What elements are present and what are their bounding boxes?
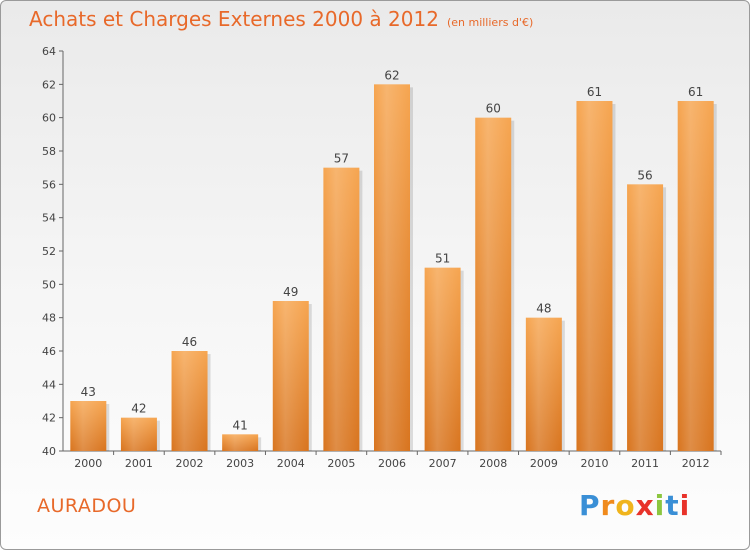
logo-letter: x xyxy=(635,489,655,522)
data-label: 41 xyxy=(233,418,248,432)
data-label: 43 xyxy=(81,385,96,399)
bar-shine xyxy=(120,417,157,451)
y-tick-label: 54 xyxy=(42,212,56,225)
y-tick-label: 42 xyxy=(42,412,56,425)
x-tick-label: 2010 xyxy=(580,457,608,470)
data-label: 51 xyxy=(435,252,450,266)
data-label: 42 xyxy=(131,402,146,416)
y-tick-label: 50 xyxy=(42,278,56,291)
bar-shine xyxy=(323,167,360,451)
bar-shine xyxy=(424,267,461,451)
x-tick-label: 2002 xyxy=(176,457,204,470)
proxiti-logo: Proxiti xyxy=(579,489,690,522)
data-label: 56 xyxy=(637,168,652,182)
bar-shine xyxy=(374,84,410,451)
data-label: 46 xyxy=(182,335,197,349)
labels: 43 42 46 41 49 57 62 51 60 48 61 56 61 xyxy=(81,68,704,432)
data-label: 62 xyxy=(384,68,399,82)
logo-letter: P xyxy=(579,489,601,522)
bars xyxy=(70,84,717,452)
data-label: 61 xyxy=(587,85,602,99)
y-tick-label: 64 xyxy=(42,45,56,58)
x-tick-label: 2007 xyxy=(429,457,457,470)
chart-title: Achats et Charges Externes 2000 à 2012 (e… xyxy=(29,7,533,31)
x-tick-label: 2000 xyxy=(74,457,102,470)
x-tick-label: 2005 xyxy=(327,457,355,470)
data-label: 60 xyxy=(486,102,501,116)
axes: 40 42 44 46 48 50 52 54 56 58 60 62 64 2000 2001 2002 20… xyxy=(42,45,722,470)
y-tick-label: 56 xyxy=(42,178,56,191)
x-tick-label: 2008 xyxy=(479,457,507,470)
y-tick-label: 60 xyxy=(42,112,56,125)
logo-letter: r xyxy=(600,489,616,522)
x-tick-label: 2006 xyxy=(378,457,406,470)
y-tick-label: 44 xyxy=(42,378,56,391)
bar-shine xyxy=(525,317,562,451)
y-tick-label: 58 xyxy=(42,145,56,158)
bar-shine xyxy=(70,401,107,451)
logo-letter: i xyxy=(654,489,666,522)
data-label: 49 xyxy=(283,285,298,299)
commune-name: AURADOU xyxy=(37,495,137,517)
logo-letter: i xyxy=(679,489,691,522)
y-tick-label: 62 xyxy=(42,78,56,91)
x-tick-label: 2009 xyxy=(530,457,558,470)
logo-letter: o xyxy=(615,489,636,522)
bar-shine xyxy=(677,101,714,451)
bar-shine xyxy=(475,117,512,452)
bar-shine xyxy=(272,301,309,451)
x-tick-label: 2001 xyxy=(125,457,153,470)
bar-shine xyxy=(171,351,208,451)
x-tick-label: 2011 xyxy=(631,457,659,470)
bar-shine xyxy=(576,101,613,451)
bar-shine xyxy=(627,184,664,452)
data-label: 57 xyxy=(334,152,349,166)
x-tick-label: 2012 xyxy=(682,457,710,470)
data-label: 61 xyxy=(688,85,703,99)
x-tick-label: 2004 xyxy=(277,457,305,470)
logo-letter: t xyxy=(665,489,680,522)
bar-shine xyxy=(222,434,259,451)
data-label: 48 xyxy=(536,302,551,316)
y-tick-label: 48 xyxy=(42,312,56,325)
chart-unit: (en milliers d'€) xyxy=(446,16,534,29)
y-tick-label: 52 xyxy=(42,245,56,258)
x-tick-label: 2003 xyxy=(226,457,254,470)
y-tick-label: 40 xyxy=(42,445,56,458)
chart-title-text: Achats et Charges Externes 2000 à 2012 xyxy=(29,7,439,31)
y-tick-label: 46 xyxy=(42,345,56,358)
